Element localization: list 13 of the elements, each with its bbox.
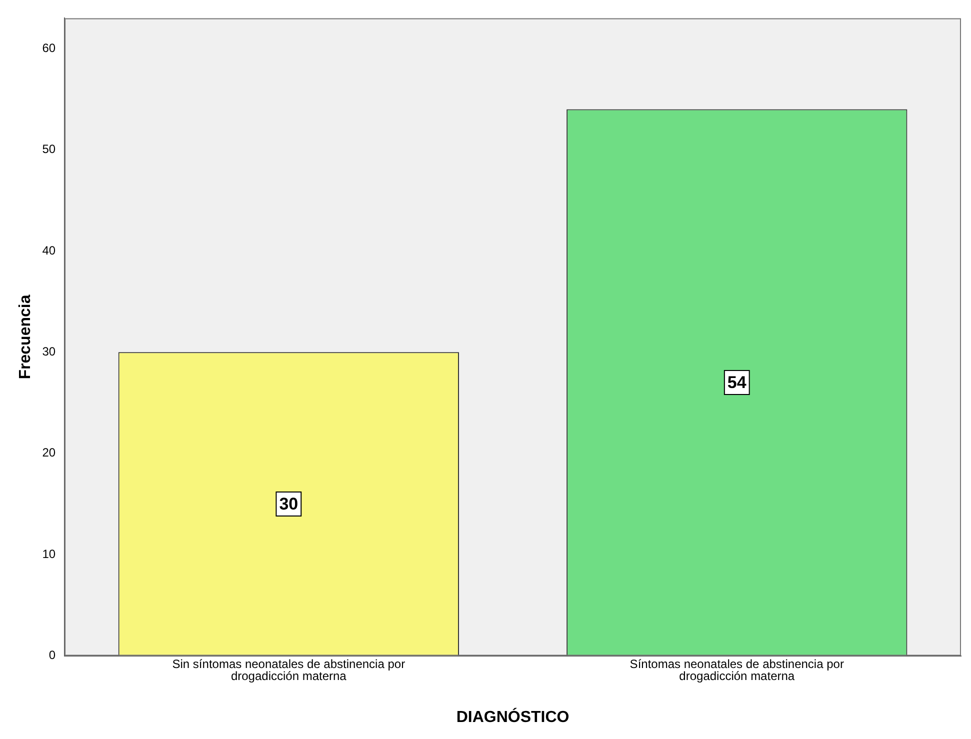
y-axis-title: Frecuencia <box>17 294 34 380</box>
y-tick-label: 60 <box>42 40 56 55</box>
y-tick-label: 0 <box>48 648 56 662</box>
y-tick-label: 20 <box>42 446 56 460</box>
x-tick-label: Sin síntomas neonatales de abstinencia por drogadicción materna <box>172 657 406 684</box>
data-label: 30 <box>279 494 298 514</box>
y-tick-label: 10 <box>42 546 56 561</box>
x-axis-title: DIAGNÓSTICO <box>456 706 570 726</box>
y-tick-label: 50 <box>42 142 56 156</box>
x-tick-label: Síntomas neonatales de abstinencia por drogadicción materna <box>630 657 844 684</box>
y-tick-label: 40 <box>42 243 56 258</box>
y-tick-label: 30 <box>42 344 56 358</box>
data-label: 54 <box>727 373 747 392</box>
